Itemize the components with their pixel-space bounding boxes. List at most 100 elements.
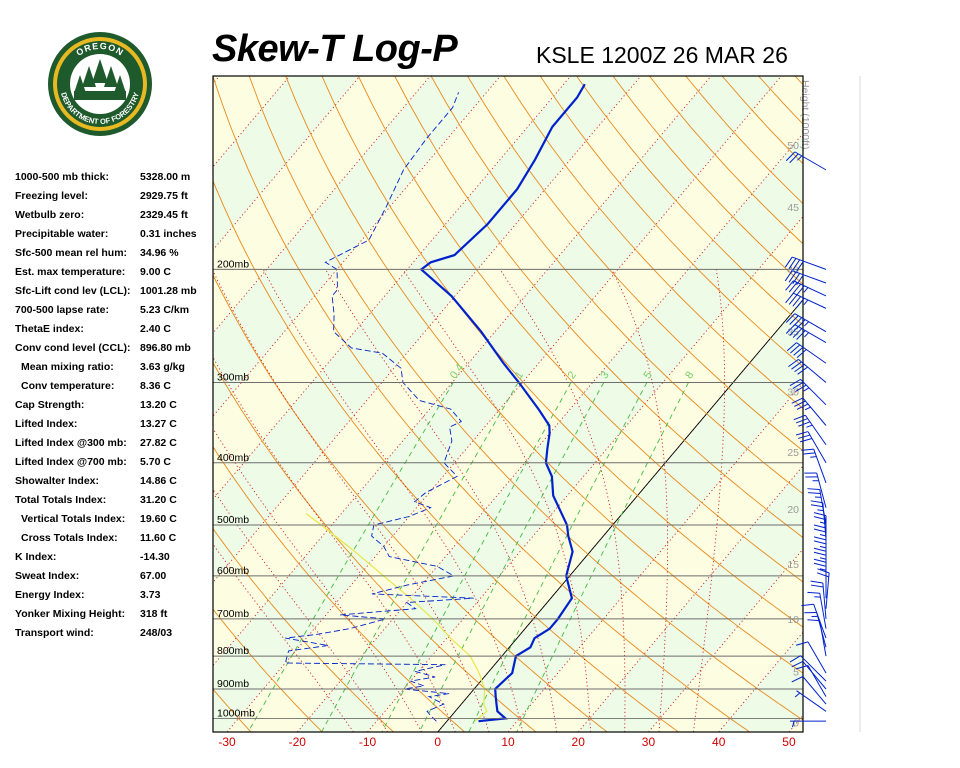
height-tick: 50 (787, 140, 799, 152)
mixing-ratio-label: 5 (642, 369, 655, 381)
x-tick-label: -30 (218, 735, 236, 749)
pressure-label: 900mb (217, 678, 249, 690)
chart-title: Skew-T Log-P (212, 28, 458, 70)
stat-value: 5328.00 m (140, 171, 191, 183)
stat-value: 13.27 C (140, 418, 177, 430)
wind-barb (810, 580, 827, 619)
stat-value: 8.36 C (140, 380, 171, 392)
wind-barb (810, 500, 827, 539)
pressure-label: 400mb (217, 452, 249, 464)
height-tick: 0 (793, 718, 799, 730)
x-tick-label: 50 (782, 735, 796, 749)
height-tick: 5 (793, 666, 799, 678)
stat-label: K Index: (15, 551, 57, 563)
wind-barb (785, 324, 827, 344)
stat-label: Sfc-Lift cond lev (LCL): (15, 285, 131, 297)
stat-value: -14.30 (140, 551, 170, 563)
height-axis-label: Height (1000ft) (799, 80, 811, 149)
x-tick-label: 40 (712, 735, 726, 749)
height-tick: 15 (787, 559, 799, 571)
pressure-label: 500mb (217, 514, 249, 526)
stat-label: 700-500 lapse rate: (15, 304, 109, 316)
stat-label: Cross Totals Index: (21, 532, 118, 544)
stat-value: 248/03 (140, 627, 173, 639)
height-tick: 45 (787, 202, 799, 214)
wind-barb (784, 256, 827, 272)
stat-value: 1001.28 mb (140, 285, 197, 297)
height-tick: 20 (787, 504, 799, 516)
stat-value: 13.20 C (140, 399, 177, 411)
stat-label: Conv temperature: (21, 380, 115, 392)
zero-isotherm (437, 299, 803, 732)
x-tick-label: 10 (501, 735, 515, 749)
station-time: KSLE 1200Z 26 MAR 26 (536, 42, 788, 68)
oregon-forestry-logo: OREGON DEPARTMENT OF FORESTRY (48, 32, 152, 136)
wind-barb (785, 151, 827, 171)
pressure-label: 200mb (217, 258, 249, 270)
wind-barb (791, 397, 827, 426)
pressure-label: 800mb (217, 645, 249, 657)
stat-label: Sweat Index: (15, 570, 80, 582)
mixing-ratio-label: 2 (566, 369, 579, 381)
stat-label: Wetbulb zero: (15, 209, 85, 221)
stat-value: 14.86 C (140, 475, 177, 487)
stat-label: Sfc-500 mean rel hum: (15, 247, 128, 259)
stat-label: Mean mixing ratio: (21, 361, 114, 373)
wind-barb (807, 488, 827, 526)
stat-value: 5.70 C (140, 456, 171, 468)
stat-label: Energy Index: (15, 589, 85, 601)
stat-label: Vertical Totals Index: (21, 513, 126, 525)
stat-value: 318 ft (140, 608, 168, 620)
wind-barb (785, 280, 827, 297)
stat-value: 31.20 C (140, 494, 177, 506)
stat-value: 9.00 C (140, 266, 171, 278)
wind-barb (785, 292, 827, 309)
wind-barb (790, 720, 826, 728)
wind-barb (785, 313, 827, 333)
height-tick: 10 (787, 614, 799, 626)
stat-label: 1000-500 mb thick: (15, 171, 109, 183)
stat-value: 0.31 inches (140, 228, 197, 240)
stat-value: 3.63 g/kg (140, 361, 185, 373)
pressure-label: 300mb (217, 371, 249, 383)
wind-barb (804, 472, 827, 508)
wind-barb (795, 431, 827, 464)
height-tick: 30 (787, 387, 799, 399)
mixing-ratio-label: 3 (598, 369, 611, 381)
stat-label: Lifted Index @300 mb: (15, 437, 127, 449)
stat-label: Transport wind: (15, 627, 94, 639)
sounding-lines (284, 83, 586, 723)
height-tick: 40 (787, 264, 799, 276)
stat-label: Est. max temperature: (15, 266, 126, 278)
wind-barb (786, 342, 827, 364)
stat-value: 2929.75 ft (140, 190, 188, 202)
stat-label: Cap Strength: (15, 399, 85, 411)
isotherm-bands (213, 76, 803, 732)
x-tick-label: 30 (642, 735, 656, 749)
pressure-label: 1000mb (217, 707, 255, 719)
wind-barb (801, 448, 827, 484)
stat-label: Lifted Index @700 mb: (15, 456, 127, 468)
wind-barb (801, 603, 827, 639)
stat-label: Showalter Index: (15, 475, 100, 487)
dewpoint-line (284, 92, 474, 722)
mixing-ratio-label: 8 (683, 369, 696, 381)
temperature-line (419, 83, 586, 723)
stat-label: Lifted Index: (15, 418, 78, 430)
pressure-label: 700mb (217, 608, 249, 620)
x-tick-label: 20 (572, 735, 586, 749)
stat-label: Conv cond level (CCL): (15, 342, 131, 354)
stat-label: Freezing level: (15, 190, 88, 202)
stat-label: Yonker Mixing Height: (15, 608, 126, 620)
wind-barb (788, 358, 827, 383)
background-lines (213, 76, 803, 732)
wind-barb (789, 655, 827, 682)
wind-barb (791, 676, 827, 705)
stat-value: 67.00 (140, 570, 167, 582)
wind-barb (816, 568, 830, 609)
wind-barb (807, 591, 827, 629)
stat-label: ThetaE index: (15, 323, 84, 335)
wind-barb (784, 270, 827, 286)
stat-value: 19.60 C (140, 513, 177, 525)
